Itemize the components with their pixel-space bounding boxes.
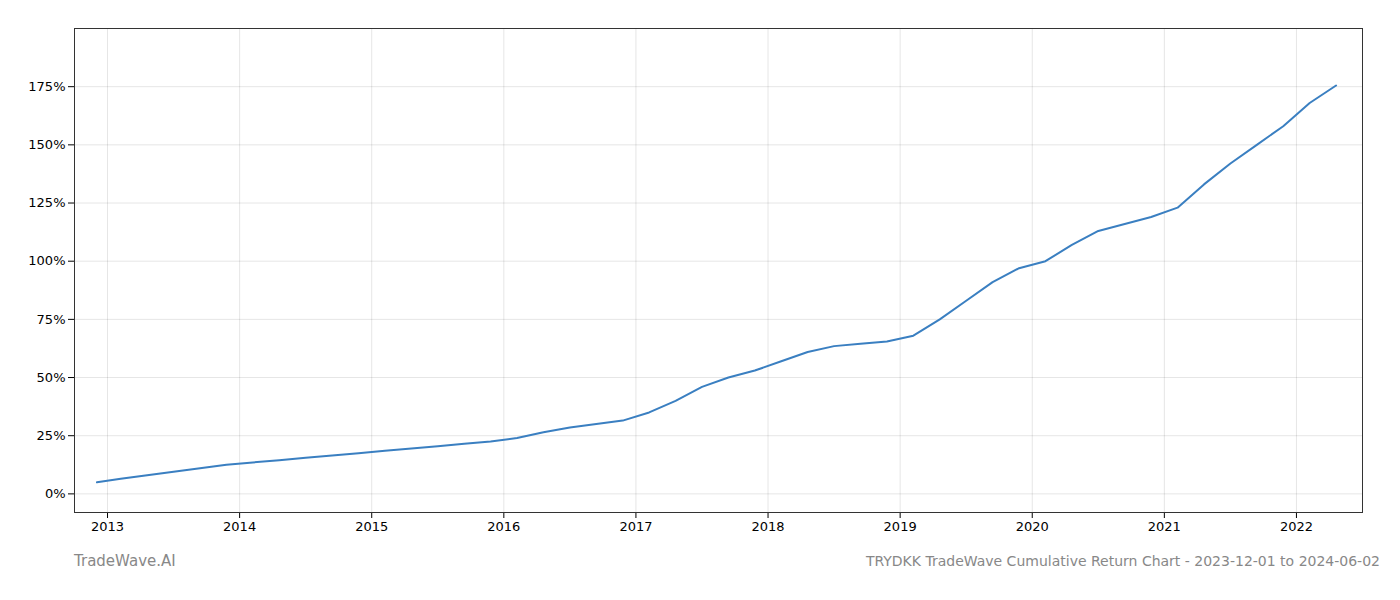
html-text:TradeWave.AI: TradeWave.AI: [74, 552, 176, 570]
svg-text:2014: 2014: [223, 519, 256, 534]
svg-text:2013: 2013: [91, 519, 124, 534]
svg-text:2022: 2022: [1280, 519, 1313, 534]
svg-text:2018: 2018: [751, 519, 784, 534]
html-text:TRYDKK TradeWave Cumulative Re: TRYDKK TradeWave Cumulative Return Chart…: [865, 553, 1380, 569]
svg-text:2016: 2016: [487, 519, 520, 534]
svg-text:2019: 2019: [884, 519, 917, 534]
svg-text:175%: 175%: [28, 79, 65, 94]
svg-text:100%: 100%: [28, 253, 65, 268]
svg-text:0%: 0%: [45, 486, 66, 501]
svg-text:25%: 25%: [37, 428, 66, 443]
svg-text:125%: 125%: [28, 195, 65, 210]
svg-text:75%: 75%: [37, 312, 66, 327]
svg-text:2020: 2020: [1016, 519, 1049, 534]
svg-text:2015: 2015: [355, 519, 388, 534]
svg-text:150%: 150%: [28, 137, 65, 152]
svg-text:2021: 2021: [1148, 519, 1181, 534]
svg-text:50%: 50%: [37, 370, 66, 385]
svg-text:2017: 2017: [619, 519, 652, 534]
